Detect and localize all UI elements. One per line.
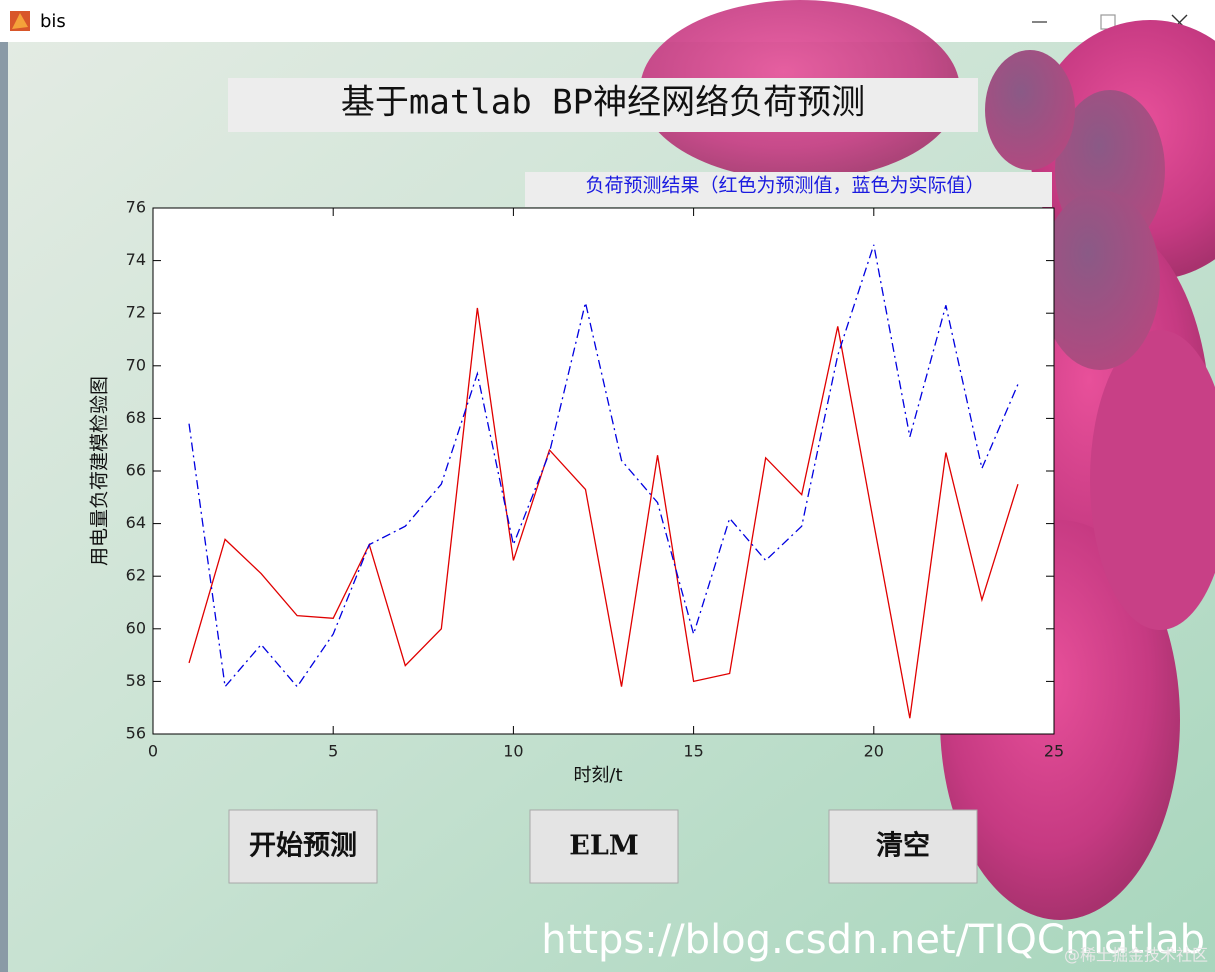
heading-box — [228, 78, 978, 132]
plot-area — [153, 208, 1054, 734]
button-face[interactable] — [529, 809, 679, 884]
button-label[interactable]: 清空 — [876, 830, 930, 862]
y-axis-label: 用电量负荷建模检验图 — [89, 376, 111, 566]
app-icon-shape — [12, 13, 28, 29]
button[interactable]: ELM — [529, 809, 679, 884]
watermark-url: https://blog.csdn.net/TIQCmatlab — [541, 917, 1205, 963]
y-tick-label: 66 — [126, 461, 146, 480]
y-tick-label: 74 — [126, 250, 146, 269]
series-line — [188, 307, 1019, 719]
plot: 56 58 60 62 64 66 68 70 72 74 76 0 5 10 15 20 25 — [126, 198, 1065, 761]
button-label[interactable]: 开始预测 — [249, 830, 357, 862]
y-tick-label: 72 — [126, 303, 146, 322]
y-tick-label: 64 — [126, 513, 146, 532]
x-tick-label: 5 — [328, 742, 338, 761]
button-face[interactable] — [828, 809, 978, 884]
window-title: bis — [40, 11, 66, 32]
heading: 基于matlab BP神经网络负荷预测 — [341, 83, 865, 123]
x-tick-label: 10 — [503, 742, 523, 761]
title-bar — [0, 0, 1215, 42]
watermark-credit: @稀土掘金技术社区 — [1064, 946, 1208, 965]
y-tick-label: 76 — [126, 198, 146, 217]
button[interactable]: 清空 — [828, 809, 978, 884]
button-label[interactable]: ELM — [569, 831, 638, 862]
y-tick-label: 70 — [126, 355, 146, 374]
x-tick-label: 0 — [148, 742, 158, 761]
chart-title-box — [525, 172, 1052, 207]
x-tick-label: 15 — [683, 742, 703, 761]
button[interactable]: 开始预测 — [228, 809, 378, 884]
y-tick-label: 68 — [126, 408, 146, 427]
y-tick-label: 60 — [126, 618, 146, 637]
x-tick-label: 25 — [1044, 742, 1064, 761]
y-tick-label: 56 — [126, 724, 146, 743]
series-line — [188, 244, 1019, 689]
left-edge — [0, 42, 8, 972]
plot-frame — [152, 207, 1055, 735]
chart-title: 负荷预测结果（红色为预测值，蓝色为实际值） — [585, 175, 984, 197]
x-axis-label: 时刻/t — [573, 765, 622, 786]
button-face[interactable] — [228, 809, 378, 884]
y-tick-label: 58 — [126, 671, 146, 690]
y-tick-label: 62 — [126, 566, 146, 585]
x-tick-label: 20 — [864, 742, 884, 761]
button-row: 开始预测 ELM 清空 — [228, 809, 978, 884]
